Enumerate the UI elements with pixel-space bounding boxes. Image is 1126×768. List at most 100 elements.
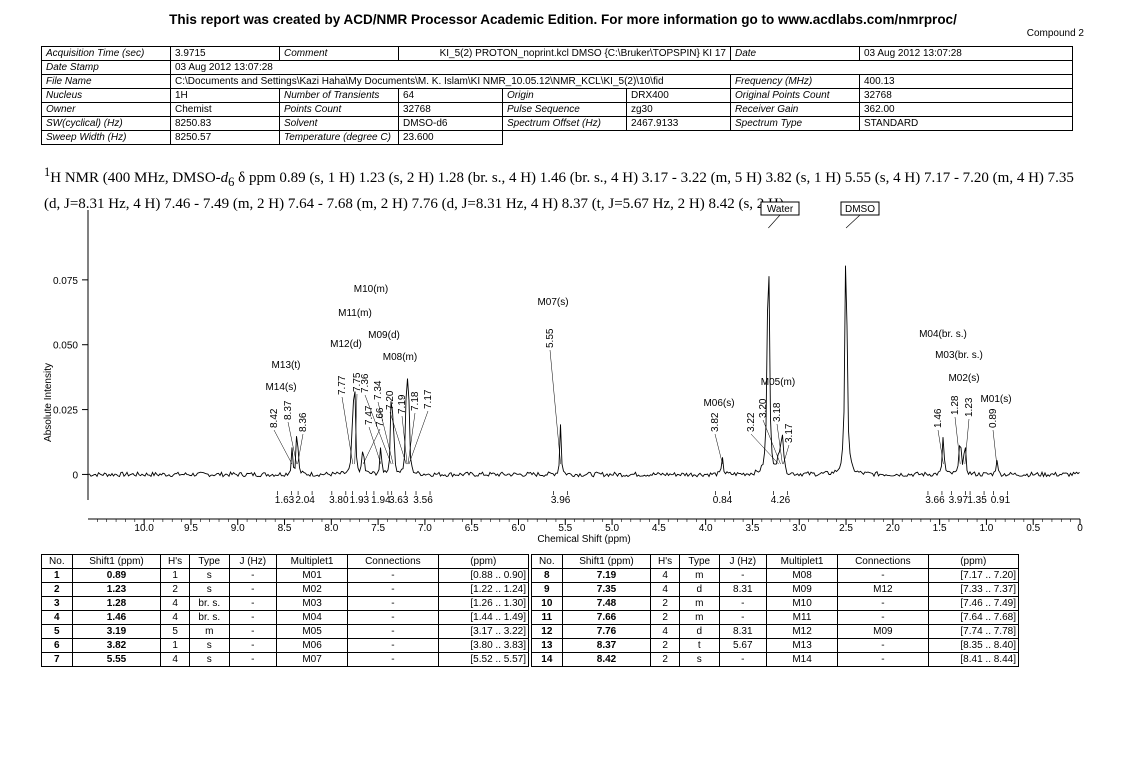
- integral-value: 3.97: [949, 495, 969, 506]
- integral-bracket: [927, 491, 943, 495]
- table-cell: 5.67: [718, 638, 767, 653]
- table-cell: 9: [531, 582, 563, 597]
- col-no: No.: [531, 554, 563, 569]
- table-cell: 8.31: [718, 582, 767, 597]
- table-cell: M07: [275, 652, 349, 667]
- nmr-summary-text: 1H NMR (400 MHz, DMSO-d6 δ ppm 0.89 (s, …: [44, 161, 1084, 215]
- x-tick-label: 4.0: [699, 523, 713, 534]
- peak-leader: [389, 411, 407, 465]
- param-row: Sweep Width (Hz) 8250.57 Temperature (de…: [41, 130, 1073, 145]
- peak-ppm-label: 7.18: [410, 391, 421, 411]
- table-cell: -: [347, 568, 439, 583]
- table-cell: 2: [650, 652, 680, 667]
- table-cell: M05: [275, 624, 349, 639]
- multiplet-label: M13(t): [272, 360, 301, 371]
- table-cell: -: [837, 596, 929, 611]
- table-row: 13 8.37 2 t 5.67 M13- [8.35 .. 8.40]: [531, 638, 1020, 653]
- col-shift: Shift1 (ppm): [71, 554, 162, 569]
- peak-leader: [364, 394, 392, 465]
- table-cell: -: [837, 610, 929, 625]
- multiplet-label: M04(br. s.): [919, 329, 967, 340]
- col-connections: Connections: [837, 554, 929, 569]
- peak-leader: [549, 349, 561, 465]
- peak-leader: [954, 416, 961, 465]
- param-value: 23.600: [398, 130, 503, 145]
- peak-ppm-label: 5.55: [545, 328, 556, 348]
- nmr-solvent-d: d: [220, 170, 229, 186]
- peak-leader: [714, 433, 723, 465]
- x-tick-label: 9.0: [231, 523, 245, 534]
- table-cell: -: [347, 582, 439, 597]
- peak-table-body: 8 7.19 4 m - M08- [7.17 .. 7.20] 9 7.35 4 d 8.31 M09…: [531, 568, 1020, 667]
- spectrum-trace: [87, 265, 1080, 478]
- table-cell: 4: [160, 596, 190, 611]
- integral-value: 3.66: [925, 495, 945, 506]
- table-cell: [8.35 .. 8.40]: [927, 638, 1020, 653]
- integral-value: 3.80: [329, 495, 349, 506]
- peak-ppm-label: 8.36: [298, 412, 309, 432]
- peak-table-body: 1 0.89 1 s - M01- [0.88 .. 0.90] 2 1.23 2 s - M02- [1…: [41, 568, 530, 667]
- integral-value: 1.63: [275, 495, 295, 506]
- report-title: This report was created by ACD/NMR Proce…: [169, 12, 957, 27]
- peak-ppm-label: 7.17: [423, 389, 434, 409]
- table-cell: br. s.: [188, 610, 230, 625]
- multiplet-label: M10(m): [354, 284, 388, 295]
- multiplet-label: M14(s): [265, 382, 296, 393]
- table-cell: 1: [160, 568, 190, 583]
- table-cell: -: [228, 582, 277, 597]
- table-cell: 2: [650, 596, 680, 611]
- integral-bracket: [352, 491, 367, 495]
- peak-ppm-label: 3.18: [772, 402, 783, 422]
- table-cell: -: [347, 610, 439, 625]
- table-cell: s: [188, 582, 230, 597]
- y-tick-label: 0.025: [53, 406, 78, 417]
- peak-ppm-label: 0.89: [988, 408, 999, 428]
- table-cell: 6: [41, 638, 73, 653]
- table-cell: [7.33 .. 7.37]: [927, 582, 1020, 597]
- table-cell: -: [718, 596, 767, 611]
- table-cell: [8.41 .. 8.44]: [927, 652, 1020, 667]
- col-hs: H's: [160, 554, 190, 569]
- solvent-label-leader: [845, 214, 861, 229]
- table-row: 5 3.19 5 m - M05- [3.17 .. 3.22]: [41, 624, 530, 639]
- integral-value: 0.91: [991, 495, 1011, 506]
- compound-label: Compound 2: [1026, 28, 1084, 39]
- param-row: Nucleus 1H Number of Transients 64 Origi…: [41, 88, 1073, 103]
- param-row: SW(cyclical) (Hz) 8250.83 Solvent DMSO-d…: [41, 116, 1073, 131]
- table-row: 2 1.23 2 s - M02- [1.22 .. 1.24]: [41, 582, 530, 597]
- table-cell: -: [228, 610, 277, 625]
- table-cell: s: [678, 652, 720, 667]
- col-type: Type: [188, 554, 230, 569]
- table-cell: -: [837, 568, 929, 583]
- integral-bracket: [297, 491, 313, 495]
- integral-bracket: [391, 491, 407, 495]
- table-cell: 5.55: [71, 652, 162, 667]
- table-cell: 8.42: [561, 652, 652, 667]
- table-cell: M03: [275, 596, 349, 611]
- peak-ppm-label: 7.36: [360, 373, 371, 393]
- table-cell: M01: [275, 568, 349, 583]
- table-cell: -: [228, 652, 277, 667]
- table-cell: 8.31: [718, 624, 767, 639]
- x-tick-label: 0: [1077, 523, 1083, 534]
- integral-bracket: [415, 491, 431, 495]
- peak-table-left: No. Shift1 (ppm) H's Type J (Hz) Multipl…: [41, 554, 530, 667]
- y-tick-label: 0.075: [53, 276, 78, 287]
- table-cell: t: [678, 638, 720, 653]
- integral-bracket: [993, 491, 1008, 495]
- peak-leader: [964, 418, 970, 465]
- nmr-solvent-sub: 6: [228, 175, 235, 189]
- table-row: 6 3.82 1 s - M06- [3.80 .. 3.83]: [41, 638, 530, 653]
- table-cell: 12: [531, 624, 563, 639]
- x-tick-label: 7.0: [418, 523, 432, 534]
- peak-table-header: No. Shift1 (ppm) H's Type J (Hz) Multipl…: [41, 554, 530, 569]
- peak-ppm-label: 7.77: [337, 375, 348, 395]
- peak-ppm-label: 3.22: [746, 412, 757, 432]
- x-tick-label: 4.5: [652, 523, 666, 534]
- table-cell: M06: [275, 638, 349, 653]
- table-row: 11 7.66 2 m - M11- [7.64 .. 7.68]: [531, 610, 1020, 625]
- peak-leader: [783, 444, 790, 465]
- table-cell: [7.46 .. 7.49]: [927, 596, 1020, 611]
- table-cell: M13: [765, 638, 839, 653]
